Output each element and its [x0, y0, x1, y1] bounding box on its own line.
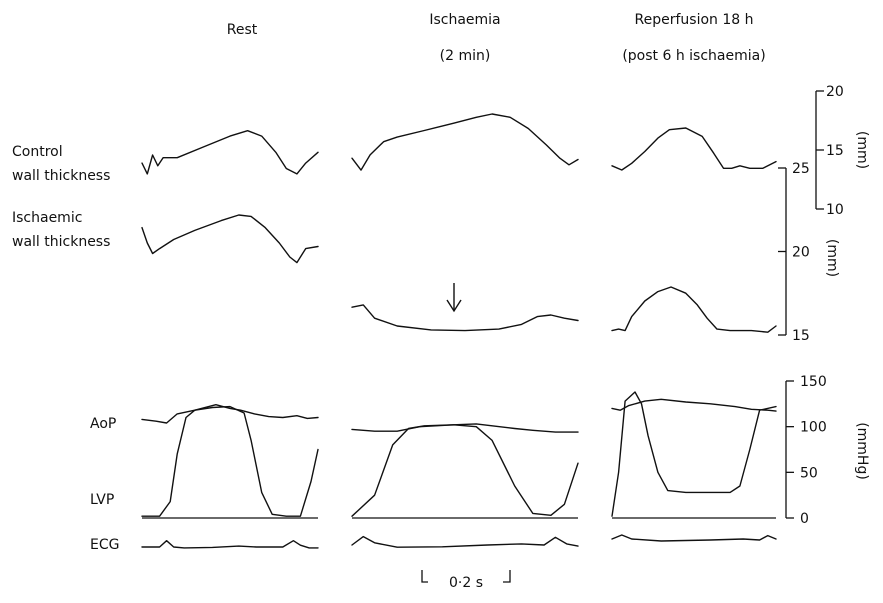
axis-pressure: 0 50 100 150 [785, 374, 827, 527]
axis-unit-pressure: (mmHg) [854, 422, 870, 480]
lvp-trace-reperfusion [611, 391, 777, 517]
ischaemic-wall-thickness-trace-reperfusion [611, 286, 777, 333]
ecg-trace-reperfusion [611, 534, 777, 542]
ischaemic-wall-thickness-trace-ischaemia [351, 304, 579, 332]
traces [141, 113, 777, 549]
row-label-ecg: ECG [90, 537, 119, 553]
ischaemic-axis-tick-label-20: 20 [792, 245, 810, 261]
control-wall-thickness-trace-rest [141, 130, 319, 175]
row-label-aop: AoP [90, 416, 116, 432]
aop-trace-reperfusion [611, 398, 777, 412]
control-wall-thickness-trace-reperfusion [611, 127, 777, 171]
aop-trace-rest [141, 404, 319, 424]
column-title-reperfusion: Reperfusion 18 h [635, 12, 754, 28]
axis-unit-control: (mm) [854, 131, 870, 169]
lvp-trace-rest [141, 405, 319, 517]
aop-trace-ischaemia [351, 423, 579, 433]
column-subtitle-reperfusion: (post 6 h ischaemia) [622, 48, 765, 64]
ecg-trace-ischaemia [351, 535, 579, 548]
axis-unit-ischaemic: (mm) [824, 239, 840, 277]
time-scale-bar-right [503, 570, 511, 583]
control-axis-tick-label-15: 15 [826, 143, 844, 159]
pressure-axis-tick-label-50: 50 [800, 465, 818, 481]
row-label-control-1: Control [12, 144, 63, 160]
pressure-axis-tick-label-150: 150 [800, 374, 827, 390]
column-title-ischaemia: Ischaemia [429, 12, 500, 28]
pressure-axis-tick-label-0: 0 [800, 511, 809, 527]
control-axis-tick-label-20: 20 [826, 84, 844, 100]
control-wall-thickness-trace-ischaemia [351, 113, 579, 171]
time-scale-label: 0·2 s [449, 575, 483, 591]
axis-ischaemic-wall-thickness: 15 20 25 [778, 161, 810, 344]
column-title-rest: Rest [227, 22, 258, 38]
row-label-lvp: LVP [90, 492, 114, 508]
pressure-axis-tick-label-100: 100 [800, 420, 827, 436]
ischaemic-wall-thickness-trace-rest [141, 214, 319, 264]
row-label-control-2: wall thickness [12, 168, 110, 184]
row-label-ischaemic-2: wall thickness [12, 234, 110, 250]
control-axis-tick-label-10: 10 [826, 202, 844, 218]
column-subtitle-ischaemia: (2 min) [440, 48, 491, 64]
arrow-down-icon [446, 283, 462, 313]
row-label-ischaemic-1: Ischaemic [12, 210, 82, 226]
ischaemic-axis-tick-label-25: 25 [792, 161, 810, 177]
lvp-trace-ischaemia [351, 424, 579, 517]
time-scale-bar-left [421, 570, 428, 583]
axis-control-wall-thickness: 10 15 20 [815, 84, 844, 218]
ecg-trace-rest [141, 540, 319, 549]
ischaemic-axis-tick-label-15: 15 [792, 328, 810, 344]
